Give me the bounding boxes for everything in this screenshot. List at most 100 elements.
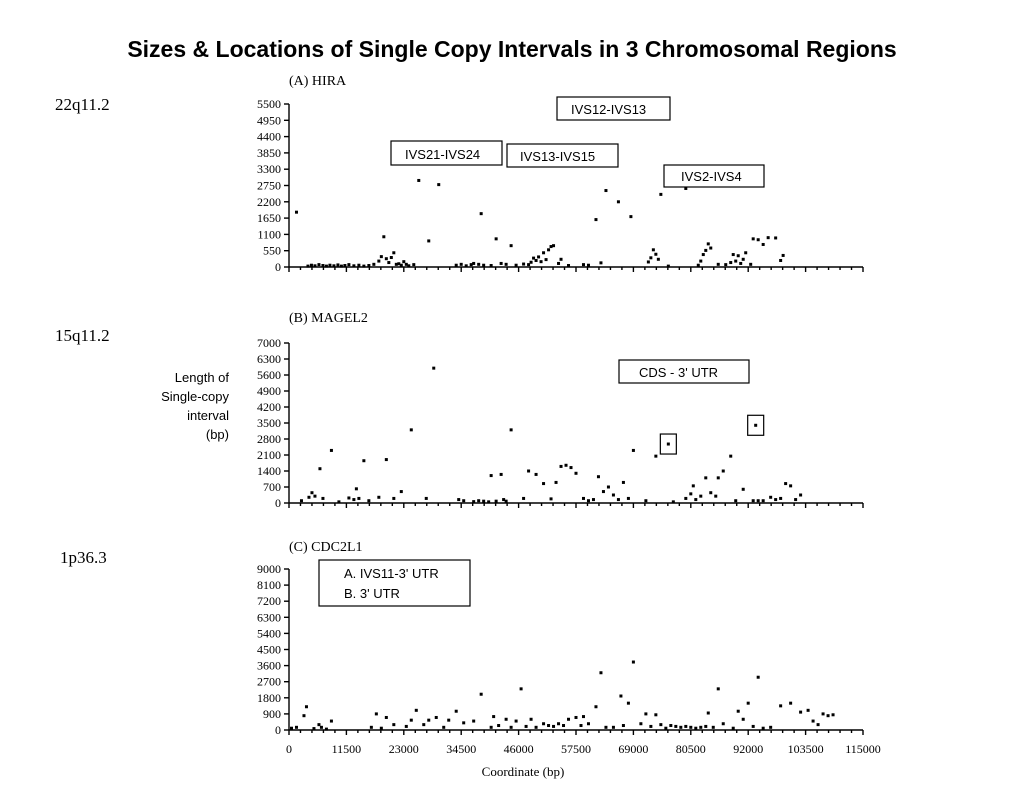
y-tick-label-b: 3500 [257,416,281,430]
data-point [432,366,436,370]
data-point [599,671,603,675]
data-point [766,236,770,240]
data-point [689,725,693,729]
axes-c: 0 900 1800 2700 3600 4500 5400 6300 7200 8100 9000 [257,562,864,737]
data-point [574,471,578,475]
data-point [751,724,755,728]
data-point [317,263,321,267]
data-point [469,263,473,267]
data-point [487,500,491,504]
data-point [479,692,483,696]
data-point [494,237,498,241]
highlight-box [747,414,765,436]
data-point [547,248,551,252]
data-point [437,183,441,187]
data-point [502,498,506,502]
data-point [549,245,553,249]
y-tick-label-c: 3600 [257,659,281,673]
data-point [374,712,378,716]
data-point [826,714,830,718]
main-title: Sizes & Locations of Single Copy Interva… [127,36,896,62]
data-point [489,725,493,729]
data-point [799,710,803,714]
y-tick-label-a: 2750 [257,179,281,193]
x-tick-label: 80500 [676,742,706,756]
data-point [569,466,573,470]
data-point [704,476,708,480]
data-point [756,499,760,503]
data-point [586,722,590,726]
data-point [671,500,675,504]
data-point [352,498,356,502]
data-point [646,260,650,264]
y-axis-title-line-4: (bp) [206,427,229,442]
data-point [402,260,406,264]
y-tick-label-c: 0 [275,723,281,737]
data-point [736,254,740,258]
data-point [294,210,298,214]
data-point [412,263,416,267]
data-point [454,709,458,713]
data-point [631,448,635,452]
data-point [542,722,546,726]
y-tick-label-c: 6300 [257,610,281,624]
data-point [644,499,648,503]
data-point [721,722,725,726]
data-point [769,725,773,729]
data-point [709,491,713,495]
data-point [586,263,590,267]
data-point [549,497,553,501]
y-tick-label-a: 4400 [257,130,281,144]
data-point [424,496,428,500]
data-point [654,454,658,458]
data-point [639,722,643,726]
region-label-c: 1p36.3 [60,548,107,567]
data-point [696,263,700,267]
data-point [312,727,316,731]
y-tick-label-c: 9000 [257,562,281,576]
data-point [454,263,458,267]
y-tick-label-a: 5500 [257,97,281,111]
data-point [407,264,411,268]
annotation-box-ivs13 [506,143,619,168]
data-point [611,725,615,729]
data-point [317,723,321,727]
data-point [482,499,486,503]
data-point [479,212,483,216]
data-point [699,725,703,729]
data-point [629,215,633,219]
data-point [806,708,810,712]
data-point [716,476,720,480]
data-point [357,496,361,500]
data-point [761,499,765,503]
x-tick-label: 0 [286,742,292,756]
annotation-3utr: B. 3' UTR [344,586,400,601]
data-point [706,242,710,246]
data-point [442,725,446,729]
y-tick-label-a: 1650 [257,211,281,225]
data-point [347,496,351,500]
data-point [524,724,528,728]
data-point [472,719,476,723]
data-point [289,726,293,730]
data-point [499,261,503,265]
data-point [649,256,653,260]
annotation-ivs2: IVS2-IVS4 [681,169,742,184]
data-point [304,705,308,709]
data-point [321,264,325,268]
data-point [309,263,313,267]
data-point [522,262,526,266]
data-point [394,262,398,266]
data-point [789,484,793,488]
y-tick-label-b: 1400 [257,464,281,478]
data-point [384,257,388,261]
data-point [329,719,333,723]
data-point [604,725,608,729]
y-tick-label-b: 0 [275,496,281,510]
data-point [716,262,720,266]
data-point [307,495,311,499]
y-axis-title-line-3: interval [187,408,229,423]
data-point [379,726,383,730]
data-point [779,496,783,500]
data-point [741,257,745,261]
